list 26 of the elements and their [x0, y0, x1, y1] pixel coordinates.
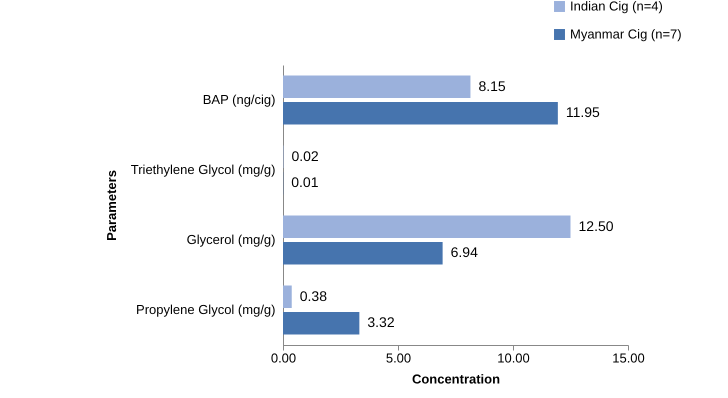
data-label: 12.50	[578, 218, 614, 234]
x-tick-label: 15.00	[612, 350, 645, 366]
x-tick-label: 5.00	[386, 350, 412, 366]
data-label: 6.94	[450, 244, 478, 260]
x-tick-label: 10.00	[497, 350, 530, 366]
bar	[283, 76, 470, 98]
y-tick-label: Propylene Glycol (mg/g)	[136, 302, 276, 317]
legend-label: Indian Cig (n=4)	[570, 0, 663, 14]
y-tick-label: BAP (ng/cig)	[202, 92, 276, 107]
y-axis-title: Parameters	[104, 170, 119, 241]
data-label: 0.38	[300, 288, 328, 304]
y-tick-label: Triethylene Glycol (mg/g)	[130, 162, 276, 177]
x-axis-title: Concentration	[412, 372, 500, 386]
bar	[283, 216, 570, 238]
data-label: 0.02	[291, 148, 319, 164]
legend-label: Myanmar Cig (n=7)	[570, 26, 682, 42]
data-label: 11.95	[566, 104, 600, 120]
bar	[283, 242, 443, 264]
data-label: 0.01	[291, 174, 319, 190]
bar	[283, 312, 360, 334]
bar	[283, 102, 558, 124]
x-tick-label: 0.00	[270, 350, 296, 366]
y-tick-label: Glycerol (mg/g)	[186, 232, 276, 247]
data-label: 3.32	[367, 314, 395, 330]
data-label: 8.15	[478, 78, 506, 94]
bar	[283, 286, 292, 308]
